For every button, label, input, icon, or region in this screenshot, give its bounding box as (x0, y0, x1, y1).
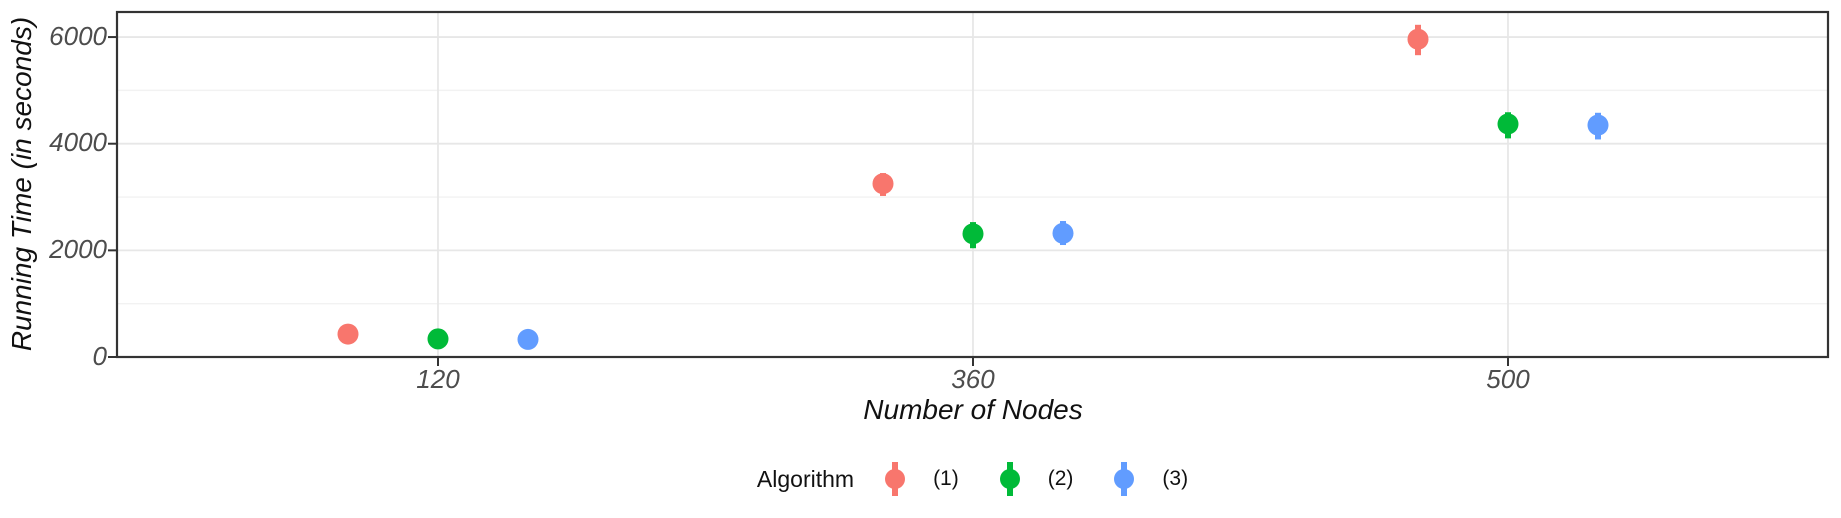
pointrange-glyph-icon (1114, 462, 1135, 496)
data-point (1587, 114, 1609, 136)
x-tick-label-360: 360 (951, 364, 995, 394)
data-point (337, 323, 359, 345)
data-point (1052, 222, 1074, 244)
legend-label: (2) (1047, 467, 1074, 490)
x-axis-title: Number of Nodes (863, 394, 1083, 425)
pointrange-glyph-icon (999, 462, 1020, 496)
legend-key-algorithm-3: (3) (1113, 459, 1188, 499)
y-tick-label-0: 0 (92, 340, 107, 371)
legend-key-algorithm-2: (2) (999, 459, 1074, 499)
legend-label: (1) (933, 467, 959, 490)
data-point (427, 328, 449, 350)
data-point (1497, 113, 1519, 135)
data-point (962, 223, 984, 245)
legend-title: Algorithm (756, 465, 855, 492)
pointrange-glyph-icon (885, 462, 906, 496)
legend-point (1114, 469, 1135, 489)
legend: Algorithm (1) (2) (3) (117, 458, 1828, 500)
legend-key-algorithm-1: (1) (884, 459, 959, 499)
y-tick-label-4000: 4000 (49, 126, 107, 157)
x-tick-label-120: 120 (416, 364, 460, 394)
data-point (1407, 28, 1429, 50)
data-point (517, 328, 539, 350)
data-point (872, 173, 894, 195)
x-tick-label-500: 500 (1486, 364, 1530, 394)
legend-point (999, 469, 1020, 489)
y-tick-label-6000: 6000 (49, 20, 107, 51)
legend-point (885, 469, 906, 489)
y-tick-label-2000: 2000 (49, 233, 107, 264)
y-axis-title: Running Time (in seconds) (6, 16, 37, 352)
legend-label: (3) (1162, 467, 1189, 490)
